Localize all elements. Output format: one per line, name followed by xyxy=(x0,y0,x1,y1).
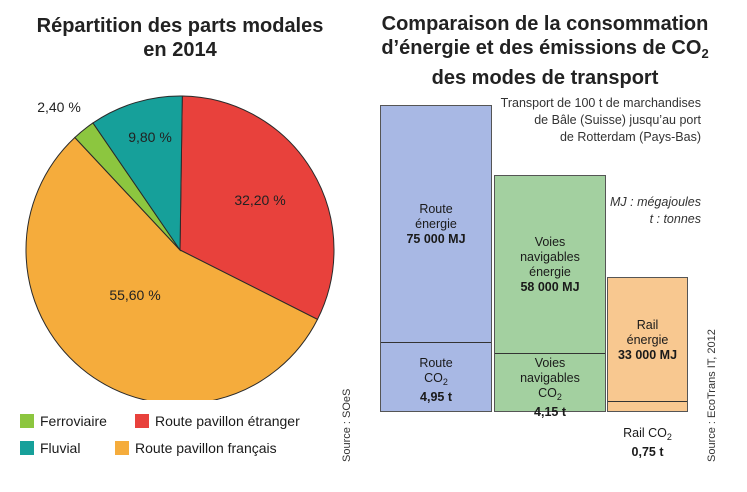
bar-source: Source : EcoTrans IT, 2012 xyxy=(706,329,718,462)
co2-subscript: 2 xyxy=(442,376,448,387)
energy-label: Voies navigables énergie 58 000 MJ xyxy=(495,235,605,295)
bar-title-line-2-text: d’énergie et des émissions de CO xyxy=(381,37,702,59)
pie-slice-route-pavillon-fran-ais xyxy=(25,136,319,400)
subtitle-line: de Bâle (Suisse) jusqu’au port xyxy=(534,113,701,127)
subtitle-line: de Rotterdam (Pays-Bas) xyxy=(559,130,701,144)
bar-rail: Rail énergie 33 000 MJ xyxy=(607,277,688,412)
pie-data-label: 2,40 % xyxy=(37,99,81,115)
co2-label: Voies navigables CO2 4,15 t xyxy=(495,356,605,420)
legend-label: Route pavillon étranger xyxy=(155,413,300,429)
bar-title-line-3: des modes de transport xyxy=(431,67,659,89)
co2-label-line: CO2 xyxy=(381,371,491,390)
legend-label: Ferroviaire xyxy=(40,413,107,429)
energy-label: Rail énergie 33 000 MJ xyxy=(608,318,687,363)
legend-item-ferroviaire: Ferroviaire xyxy=(20,412,107,430)
co2-value: 0,75 t xyxy=(631,445,664,459)
co2-divider xyxy=(608,401,687,402)
legend-item-fluvial: Fluvial xyxy=(20,439,80,457)
pie-chart: 32,20 % 55,60 % 2,40 % 9,80 % xyxy=(25,95,335,400)
subtitle-line: Transport de 100 t de marchandises xyxy=(500,96,701,110)
co2-divider xyxy=(495,353,605,354)
co2-label-text: CO xyxy=(538,386,557,400)
energy-value: 33 000 MJ xyxy=(617,347,678,362)
bar-title-line-1: Comparaison de la consommation xyxy=(381,13,709,35)
energy-label-line: énergie xyxy=(529,265,571,279)
co2-divider xyxy=(381,342,491,343)
bar-route: Route énergie 75 000 MJ Route CO2 4,95 t xyxy=(380,105,492,412)
legend-label: Fluvial xyxy=(40,440,81,456)
bar-chart-subtitle: Transport de 100 t de marchandises de Bâ… xyxy=(401,95,701,146)
co2-label-line: Route xyxy=(419,355,453,370)
bar-title-line-2: d’énergie et des émissions de CO2 xyxy=(360,36,730,66)
units-line: MJ : mégajoules xyxy=(609,195,701,209)
units-note: MJ : mégajoules t : tonnes xyxy=(610,194,701,228)
legend-swatch xyxy=(115,441,129,455)
co2-label-text: Rail CO xyxy=(623,426,667,440)
energy-label-line: Voies xyxy=(534,235,566,249)
pie-data-label: 32,20 % xyxy=(234,192,285,208)
energy-value: 58 000 MJ xyxy=(520,280,580,294)
co2-label-line: Rail CO2 xyxy=(602,426,693,445)
legend-item-route-etranger: Route pavillon étranger xyxy=(135,412,300,430)
bar-chart-title: Comparaison de la consommation d’énergie… xyxy=(360,12,730,90)
pie-title-line-2: en 2014 xyxy=(143,39,217,61)
energy-value: 75 000 MJ xyxy=(406,232,466,246)
legend-swatch xyxy=(20,441,34,455)
bar-voies-navigables: Voies navigables énergie 58 000 MJ Voies navi… xyxy=(494,175,606,419)
co2-label-line: navigables xyxy=(520,371,580,385)
bar-title-subscript: 2 xyxy=(701,46,709,61)
pie-title-line-1: Répartition des parts modales xyxy=(36,15,324,37)
pie-slice-fluvial xyxy=(92,95,183,252)
energy-label: Route énergie 75 000 MJ xyxy=(381,202,491,247)
co2-label-line: Voies xyxy=(534,356,566,370)
co2-label-line: CO2 xyxy=(495,386,605,405)
legend-label: Route pavillon français xyxy=(135,440,277,456)
co2-subscript: 2 xyxy=(666,432,672,442)
units-line: t : tonnes xyxy=(649,212,701,226)
energy-label-line: navigables xyxy=(520,250,580,264)
pie-data-label: 9,80 % xyxy=(128,129,172,145)
pie-chart-title: Répartition des parts modales en 2014 xyxy=(20,14,340,62)
legend-item-route-francais: Route pavillon français xyxy=(115,439,277,457)
co2-label-text: CO xyxy=(424,370,443,385)
pie-slice-route-pavillon-tranger xyxy=(179,95,335,321)
legend-swatch xyxy=(135,414,149,428)
co2-label: Rail CO2 0,75 t xyxy=(602,426,693,460)
co2-label: Route CO2 4,95 t xyxy=(381,356,491,405)
co2-subscript: 2 xyxy=(556,392,562,402)
legend-swatch xyxy=(20,414,34,428)
co2-value: 4,95 t xyxy=(420,389,452,404)
co2-value: 4,15 t xyxy=(534,405,566,419)
pie-data-label: 55,60 % xyxy=(109,287,160,303)
energy-label-line: Route xyxy=(419,202,453,216)
energy-label-line: énergie xyxy=(626,332,669,347)
energy-label-line: énergie xyxy=(415,217,457,231)
energy-label-line: Rail xyxy=(636,317,659,332)
